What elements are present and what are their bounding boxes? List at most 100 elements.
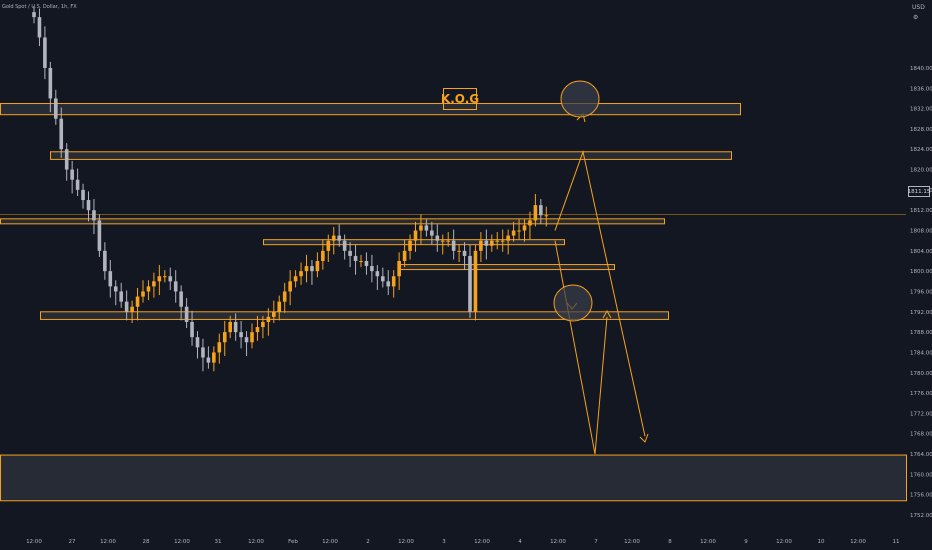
x-axis-tick: 12:00 (248, 539, 264, 545)
candle-body (141, 291, 145, 297)
candle-body (381, 276, 385, 282)
candle-body (97, 220, 102, 251)
candle-body (500, 240, 505, 242)
y-axis-tick: 1808.00 (910, 229, 932, 235)
candle-body (522, 225, 527, 231)
y-axis-tick: 1784.00 (910, 350, 932, 356)
x-axis-tick: 12:00 (850, 539, 866, 545)
candle-body (331, 235, 336, 241)
candle-body (517, 230, 521, 232)
y-axis-tick: 1832.00 (910, 107, 932, 113)
candle-body (511, 230, 516, 236)
y-axis-tick: 1828.00 (910, 127, 932, 133)
candle-body (386, 281, 391, 287)
target-circle (560, 80, 600, 118)
candle-body (451, 240, 456, 251)
y-axis-tick: 1756.00 (910, 493, 932, 499)
kog-annotation: K.O.G (441, 88, 479, 110)
candle-body (195, 337, 200, 348)
candle-body (163, 276, 167, 278)
candle-body (233, 321, 238, 333)
candle-body (255, 327, 260, 333)
support-resistance-zone (400, 264, 615, 271)
x-axis-tick: 3 (442, 539, 446, 545)
candle-body (113, 286, 118, 292)
candle-body (184, 306, 189, 322)
x-axis-tick: 7 (594, 539, 598, 545)
y-axis-tick: 1824.00 (910, 147, 932, 153)
x-axis-tick: 12:00 (26, 539, 42, 545)
candle-body (272, 311, 276, 317)
candle-body (222, 332, 227, 343)
candle-body (32, 12, 36, 18)
candle-body (348, 250, 352, 256)
candle-body (435, 235, 440, 241)
candle-body (364, 261, 369, 267)
candle-body (135, 296, 140, 307)
y-axis-tick: 1788.00 (910, 330, 932, 336)
y-axis-tick: 1760.00 (910, 472, 932, 478)
candle-body (326, 240, 331, 251)
candle-body (81, 189, 85, 201)
x-axis-tick: 12:00 (624, 539, 640, 545)
candle-body (146, 286, 151, 292)
projection-path (554, 149, 646, 437)
candle-body (190, 321, 194, 338)
candle-body (64, 149, 69, 170)
candle-body (75, 179, 80, 190)
candle-body (304, 266, 309, 272)
candle-body (528, 220, 532, 226)
candle-body (124, 301, 129, 312)
x-axis-tick: 12:00 (776, 539, 792, 545)
y-axis-tick: 1772.00 (910, 411, 932, 417)
candle-body (413, 230, 418, 241)
candle-body (70, 169, 74, 180)
x-axis-tick: 12:00 (550, 539, 566, 545)
y-axis-tick: 1836.00 (910, 86, 932, 92)
candle-body (359, 261, 363, 262)
candle-body (282, 291, 287, 302)
candle-body (457, 250, 461, 252)
target-circle (553, 284, 593, 322)
candle-body (130, 306, 134, 312)
x-axis-tick: Feb (288, 539, 298, 545)
x-axis-tick: 9 (744, 539, 748, 545)
candle-body (277, 301, 282, 312)
x-axis-tick: 12:00 (700, 539, 716, 545)
y-axis-tick: 1768.00 (910, 432, 932, 438)
candle-body (375, 271, 380, 277)
candle-body (462, 250, 467, 256)
candle-body (440, 240, 445, 242)
candle-body (92, 210, 96, 221)
x-axis-tick: 12:00 (474, 539, 490, 545)
support-resistance-zone (0, 454, 907, 502)
currency-label: USD (912, 4, 925, 11)
candle-body (108, 271, 113, 287)
y-axis-tick: 1820.00 (910, 168, 932, 174)
candle-body (157, 276, 162, 282)
x-axis-tick: 12:00 (100, 539, 116, 545)
candle-body (473, 250, 478, 312)
x-axis-tick: 28 (143, 539, 150, 545)
y-axis-tick: 1792.00 (910, 310, 932, 316)
y-axis-tick: 1796.00 (910, 289, 932, 295)
settings-gear-icon[interactable]: ⚙ (913, 14, 919, 21)
candle-body (446, 240, 450, 242)
x-axis-tick: 8 (668, 539, 672, 545)
candle-body (353, 255, 358, 261)
candle-body (402, 250, 407, 261)
candle-body (468, 255, 472, 312)
x-axis-tick: 12:00 (174, 539, 190, 545)
x-axis-tick: 31 (215, 539, 222, 545)
candle-body (533, 205, 538, 221)
candle-body (212, 352, 216, 363)
candle-body (244, 337, 249, 343)
candle-body (495, 240, 500, 242)
current-price-tag: 1811.15 (908, 186, 930, 197)
candle-body (539, 205, 543, 216)
candle-body (261, 321, 265, 328)
candle-body (321, 250, 325, 261)
y-axis-tick: 1804.00 (910, 249, 932, 255)
candle-body (59, 118, 64, 150)
